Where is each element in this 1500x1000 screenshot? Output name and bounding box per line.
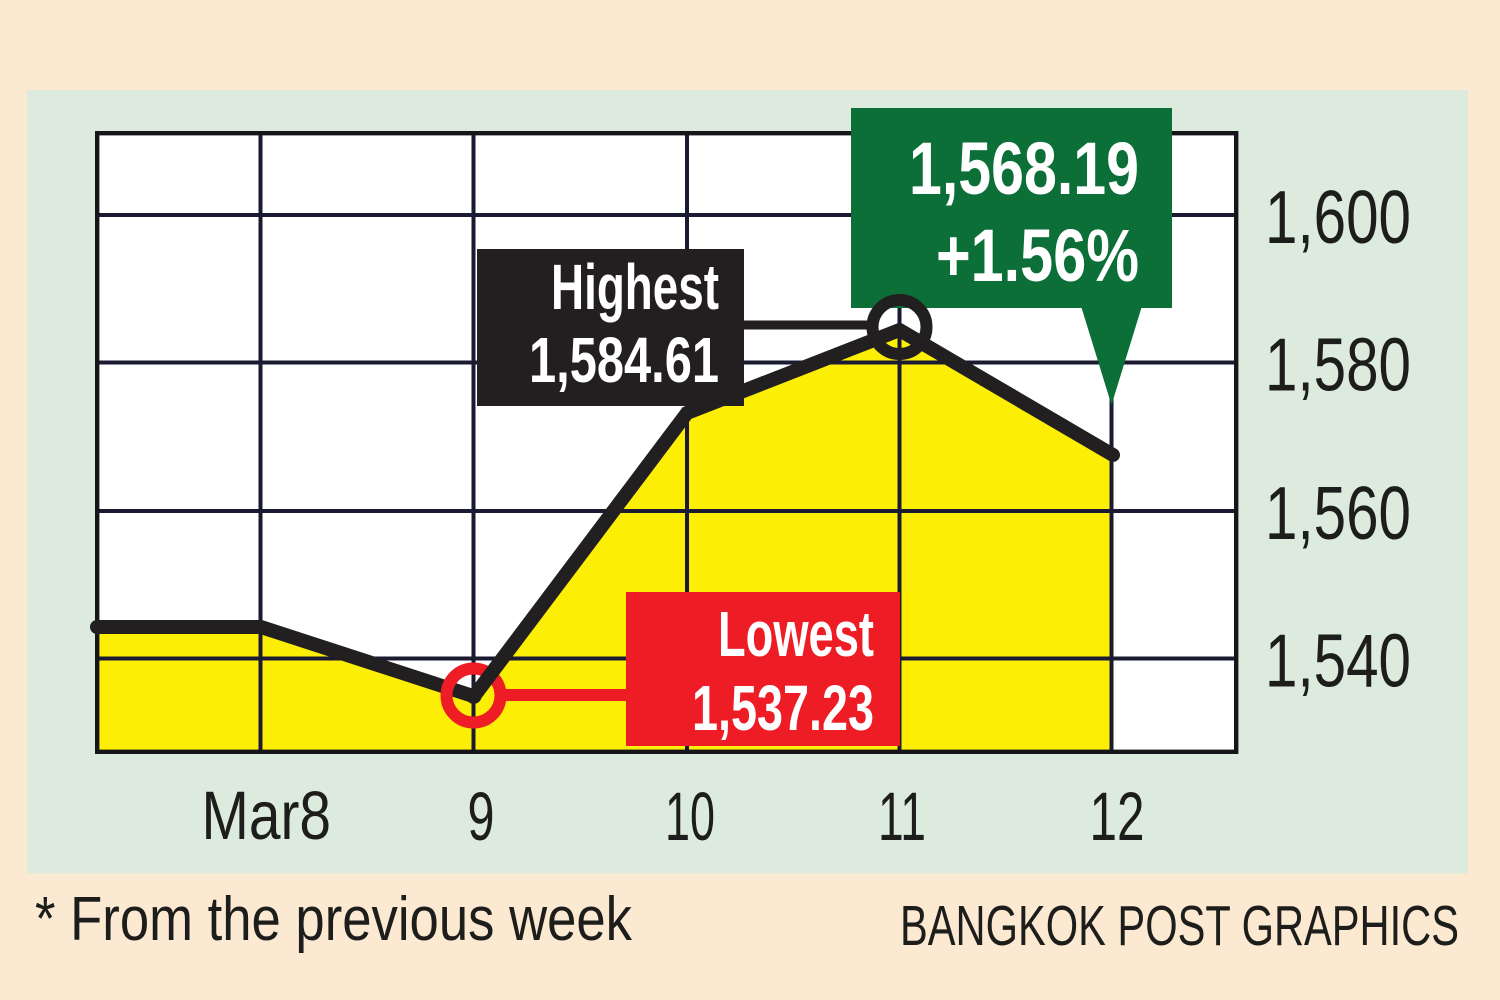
svg-text:1,580: 1,580 <box>1265 323 1411 407</box>
svg-text:12: 12 <box>1090 778 1145 855</box>
svg-text:BANGKOK POST GRAPHICS: BANGKOK POST GRAPHICS <box>900 894 1459 958</box>
svg-text:1,600: 1,600 <box>1265 175 1411 259</box>
svg-text:10: 10 <box>665 778 715 855</box>
svg-text:1,560: 1,560 <box>1265 471 1411 555</box>
svg-text:+1.56%: +1.56% <box>936 214 1139 297</box>
svg-text:9: 9 <box>468 778 495 855</box>
svg-text:* From the previous week: * From the previous week <box>35 885 633 954</box>
svg-text:Mar8: Mar8 <box>202 777 332 854</box>
svg-text:Lowest: Lowest <box>718 598 874 670</box>
svg-text:1,584.61: 1,584.61 <box>529 324 719 396</box>
svg-text:Highest: Highest <box>551 251 719 323</box>
svg-text:1,537.23: 1,537.23 <box>692 672 874 744</box>
svg-text:11: 11 <box>878 778 926 855</box>
svg-text:1,540: 1,540 <box>1265 619 1411 703</box>
svg-text:1,568.19: 1,568.19 <box>909 127 1139 210</box>
